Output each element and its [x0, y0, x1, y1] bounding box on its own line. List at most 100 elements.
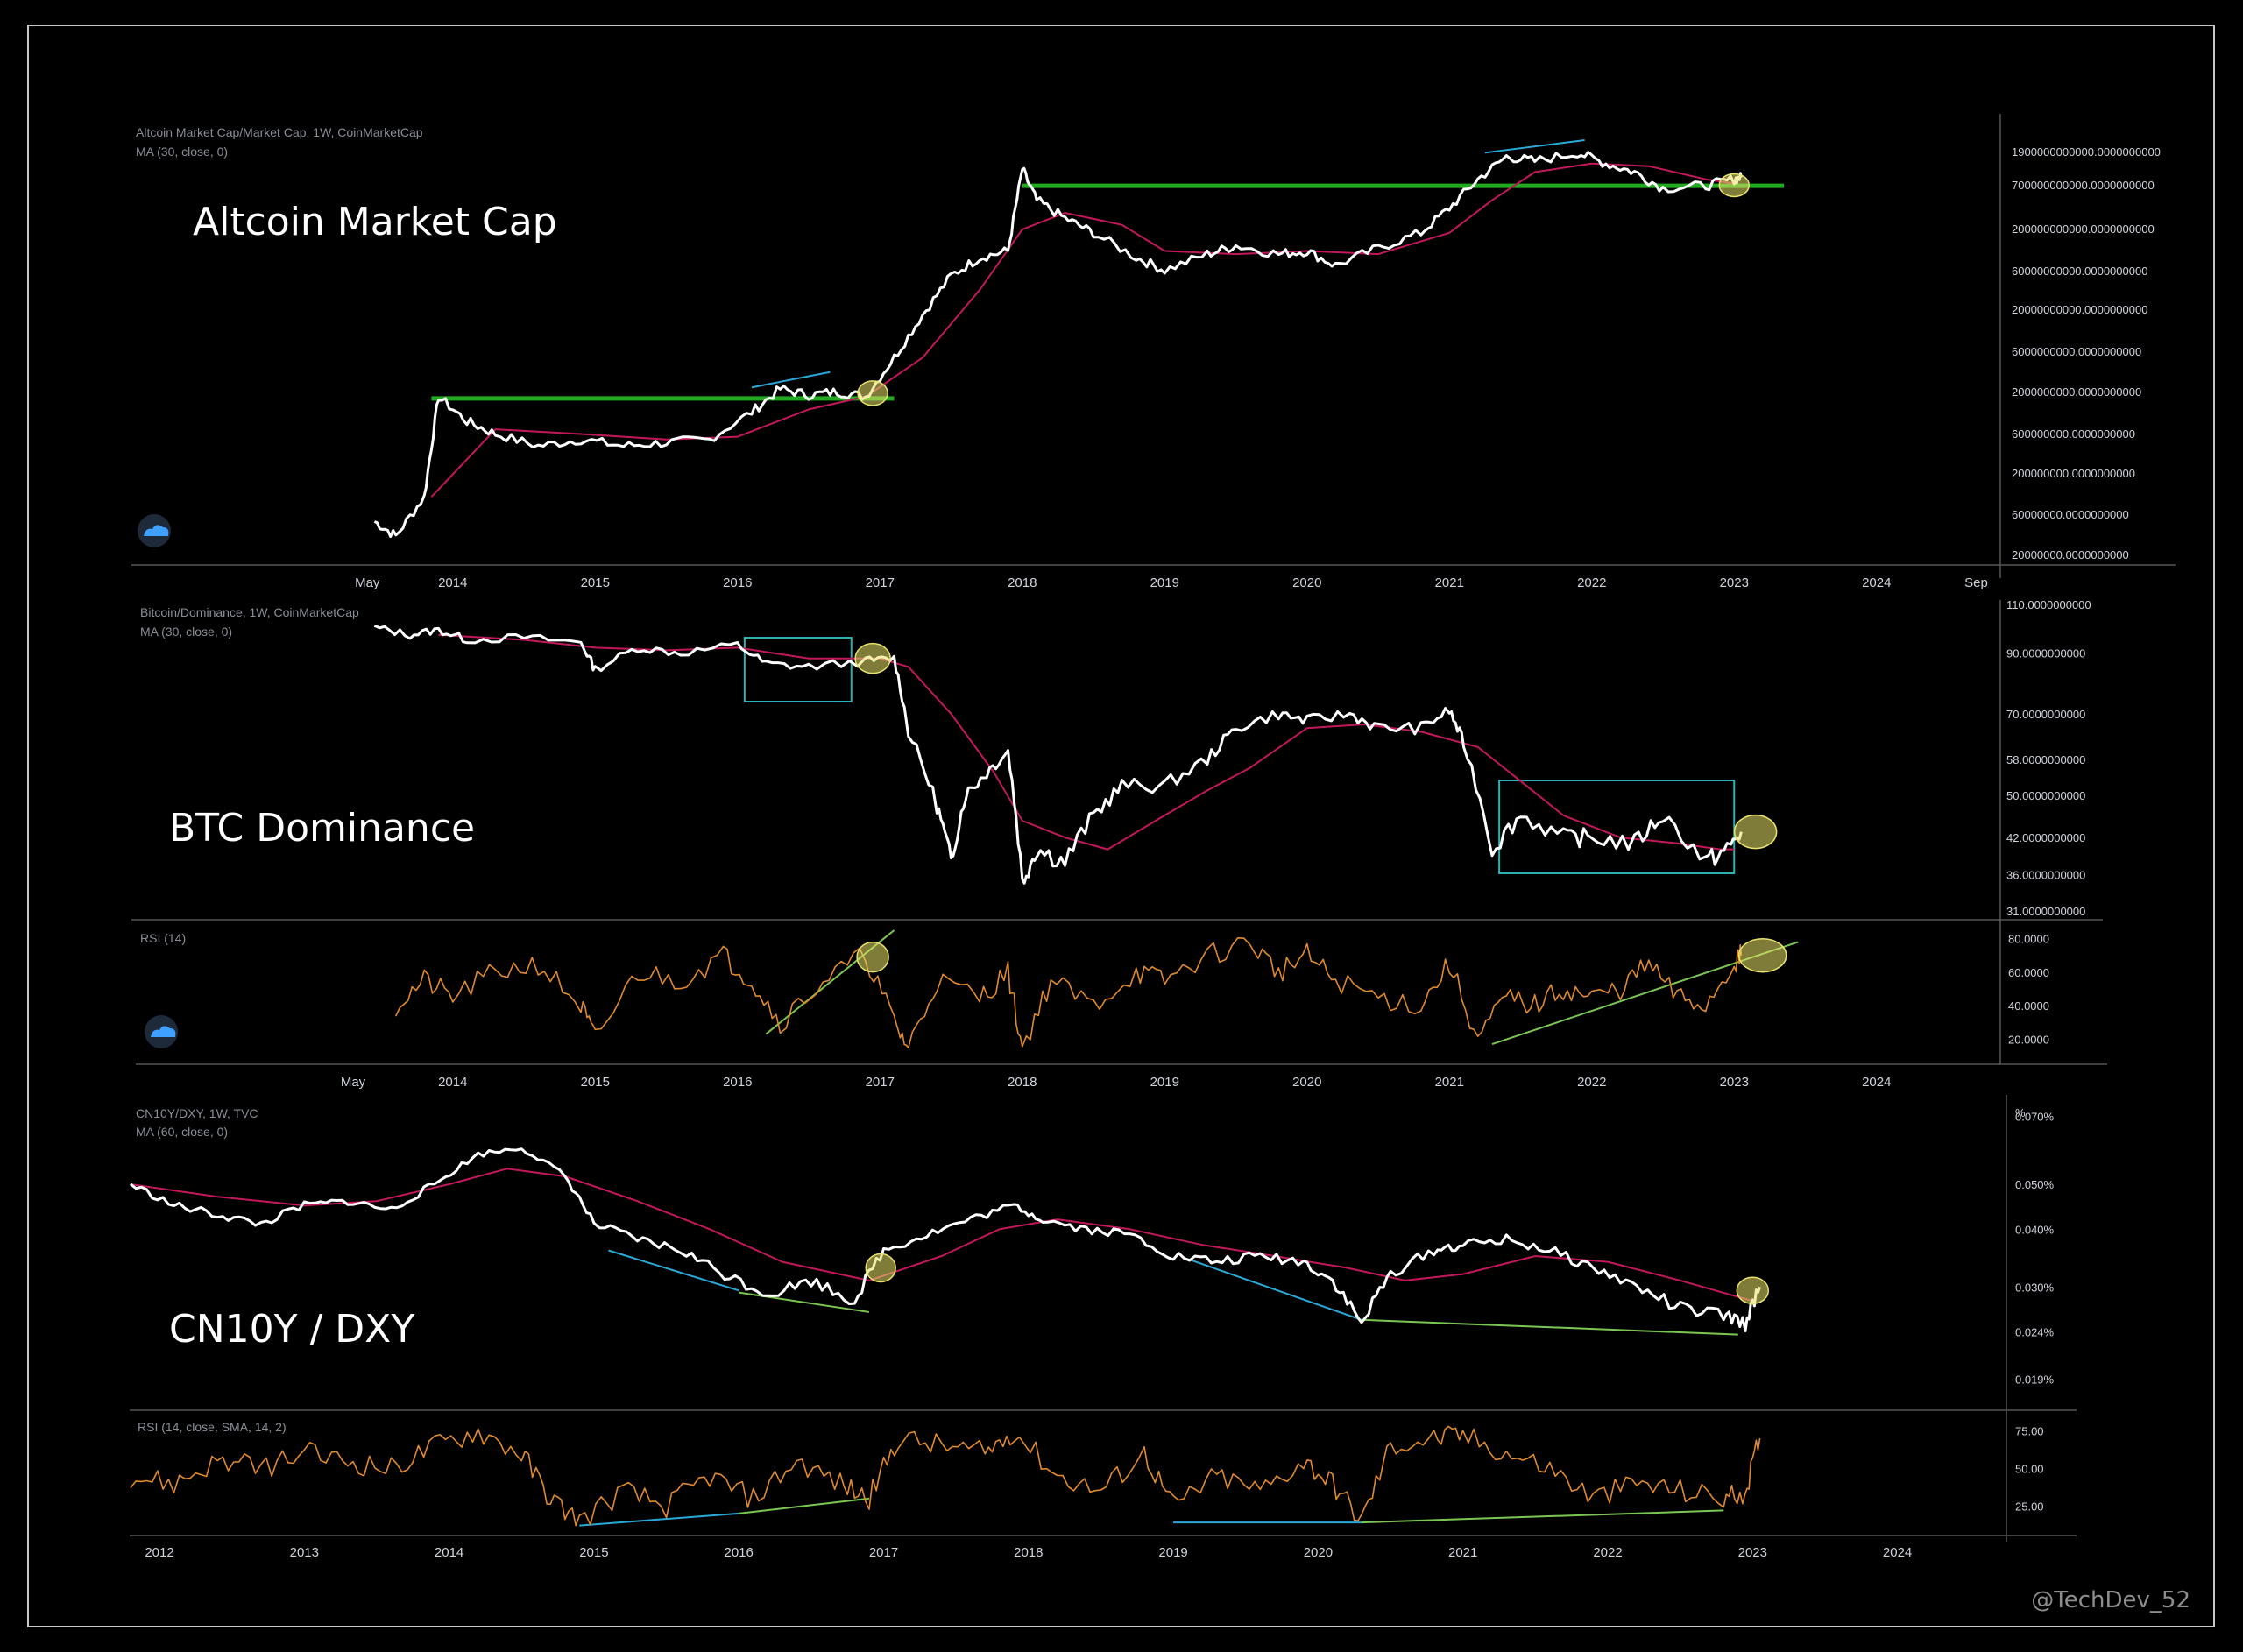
logo-cloud: [144, 525, 169, 536]
x-tick-label: 2016: [723, 575, 752, 590]
x-tick-label: May: [341, 1075, 366, 1090]
highlight-ellipse-2: [1736, 1276, 1770, 1305]
x-tick-label: May: [355, 575, 380, 590]
y-tick-label: 60.0000: [2008, 966, 2049, 979]
rsi-line: [394, 937, 1743, 1049]
x-tick-label: 2017: [869, 1545, 898, 1560]
x-tick-label: 2023: [1720, 575, 1749, 590]
y-tick-label: 6000000000.0000000000: [2012, 345, 2141, 358]
x-tick-label: 2020: [1304, 1545, 1333, 1560]
y-tick-label: 0.070%: [2015, 1111, 2055, 1124]
legend-ma: MA (30, close, 0): [140, 625, 232, 639]
x-tick-label: 2019: [1158, 1545, 1187, 1560]
highlight-ellipse-2: [1718, 173, 1750, 198]
y-tick-label: 0.050%: [2015, 1178, 2055, 1191]
trendline-2: [1361, 1509, 1724, 1524]
price-line: [373, 151, 1743, 538]
x-tick-label: 2023: [1738, 1545, 1767, 1560]
trendline-2: [1361, 1318, 1738, 1336]
highlight-ellipse-1: [865, 1253, 896, 1283]
legend-symbol: Bitcoin/Dominance, 1W, CoinMarketCap: [140, 605, 359, 619]
y-tick-label: 20000000000.0000000000: [2012, 303, 2147, 316]
y-tick-label: 50.00: [2015, 1462, 2044, 1475]
y-tick-label: 75.00: [2015, 1425, 2044, 1438]
y-tick-label: 0.019%: [2015, 1373, 2055, 1386]
y-tick-label: 20.0000: [2008, 1033, 2049, 1046]
y-tick-label: 25.00: [2015, 1500, 2044, 1513]
x-tick-label: 2020: [1292, 1075, 1321, 1090]
consolidation-box-1: [743, 637, 853, 702]
divergence-line-1: [579, 1512, 739, 1527]
tradingview-cloud-icon: [138, 514, 171, 547]
legend-ma: MA (30, close, 0): [136, 145, 228, 159]
x-tick-label: 2015: [579, 1545, 608, 1560]
y-tick-label: 110.0000000000: [2006, 598, 2091, 611]
panel-title: Altcoin Market Cap: [193, 200, 557, 244]
highlight-ellipse-2: [1738, 937, 1787, 973]
y-tick-label: 20000000.0000000000: [2012, 548, 2129, 561]
unit-label: %: [2015, 1106, 2026, 1119]
y-tick-label: 0.030%: [2015, 1281, 2055, 1294]
divergence-line-2: [1484, 139, 1585, 154]
x-tick-label: 2013: [290, 1545, 319, 1560]
panel-title: BTC Dominance: [169, 806, 475, 851]
panel-title: CN10Y / DXY: [169, 1307, 414, 1352]
y-tick-label: 31.0000000000: [2006, 905, 2085, 918]
y-tick-label: 36.0000000000: [2006, 869, 2085, 882]
y-tick-label: 2000000000.0000000000: [2012, 385, 2141, 399]
divergence-line-2: [1187, 1258, 1362, 1321]
y-tick-label: 0.024%: [2015, 1326, 2055, 1339]
legend-symbol: CN10Y/DXY, 1W, TVC: [136, 1106, 258, 1120]
x-tick-label: 2021: [1435, 575, 1464, 590]
x-tick-label: 2018: [1014, 1545, 1043, 1560]
x-tick-label: 2021: [1448, 1545, 1477, 1560]
x-tick-label: 2020: [1292, 575, 1321, 590]
y-tick-label: 200000000000.0000000000: [2012, 222, 2155, 236]
x-tick-label: 2016: [723, 1075, 752, 1090]
x-tick-label: 2014: [438, 575, 467, 590]
highlight-ellipse-1: [854, 642, 891, 674]
divergence-line-1: [608, 1249, 739, 1292]
highlight-ellipse-1: [857, 380, 888, 406]
x-tick-label: 2017: [866, 1075, 895, 1090]
x-tick-label: 2022: [1577, 1075, 1606, 1090]
x-tick-label: 2024: [1883, 1545, 1912, 1560]
highlight-ellipse-1: [856, 941, 889, 973]
x-tick-label: 2018: [1008, 1075, 1037, 1090]
y-tick-label: 40.0000: [2008, 999, 2049, 1013]
x-tick-label: 2022: [1593, 1545, 1622, 1560]
y-tick-label: 70.0000000000: [2006, 708, 2085, 721]
x-tick-label: 2019: [1150, 575, 1179, 590]
logo-cloud: [151, 1026, 176, 1037]
indicator-label: RSI (14): [140, 931, 186, 945]
x-tick-label: 2015: [581, 575, 610, 590]
legend-ma: MA (60, close, 0): [136, 1125, 228, 1139]
y-tick-label: 80.0000: [2008, 933, 2049, 946]
y-tick-label: 60000000.0000000000: [2012, 508, 2129, 521]
highlight-ellipse-2: [1733, 814, 1778, 850]
y-tick-label: 1900000000000.0000000000: [2012, 145, 2161, 159]
x-tick-label: 2019: [1150, 1075, 1179, 1090]
x-tick-label: 2012: [145, 1545, 173, 1560]
trendline-1: [739, 1291, 870, 1313]
indicator-label: RSI (14, close, SMA, 14, 2): [138, 1420, 287, 1434]
y-tick-label: 42.0000000000: [2006, 831, 2085, 844]
legend-symbol: Altcoin Market Cap/Market Cap, 1W, CoinM…: [136, 125, 423, 139]
y-tick-label: 90.0000000000: [2006, 646, 2085, 660]
x-tick-label: 2024: [1862, 575, 1891, 590]
y-tick-label: 700000000000.0000000000: [2012, 179, 2155, 192]
x-tick-label: Sep: [1964, 575, 1988, 590]
chart-frame: [27, 25, 2215, 1627]
x-tick-label: 2023: [1720, 1075, 1749, 1090]
watermark: @TechDev_52: [2031, 1587, 2190, 1613]
tradingview-cloud-icon: [145, 1015, 178, 1048]
trendline-1: [739, 1497, 870, 1514]
price-line: [129, 1147, 1762, 1332]
y-tick-label: 58.0000000000: [2006, 753, 2085, 766]
x-tick-label: 2018: [1008, 575, 1037, 590]
ma-line: [130, 1168, 1753, 1303]
divergence-line-1: [751, 371, 831, 389]
x-tick-label: 2024: [1862, 1075, 1891, 1090]
price-line: [373, 624, 1743, 885]
